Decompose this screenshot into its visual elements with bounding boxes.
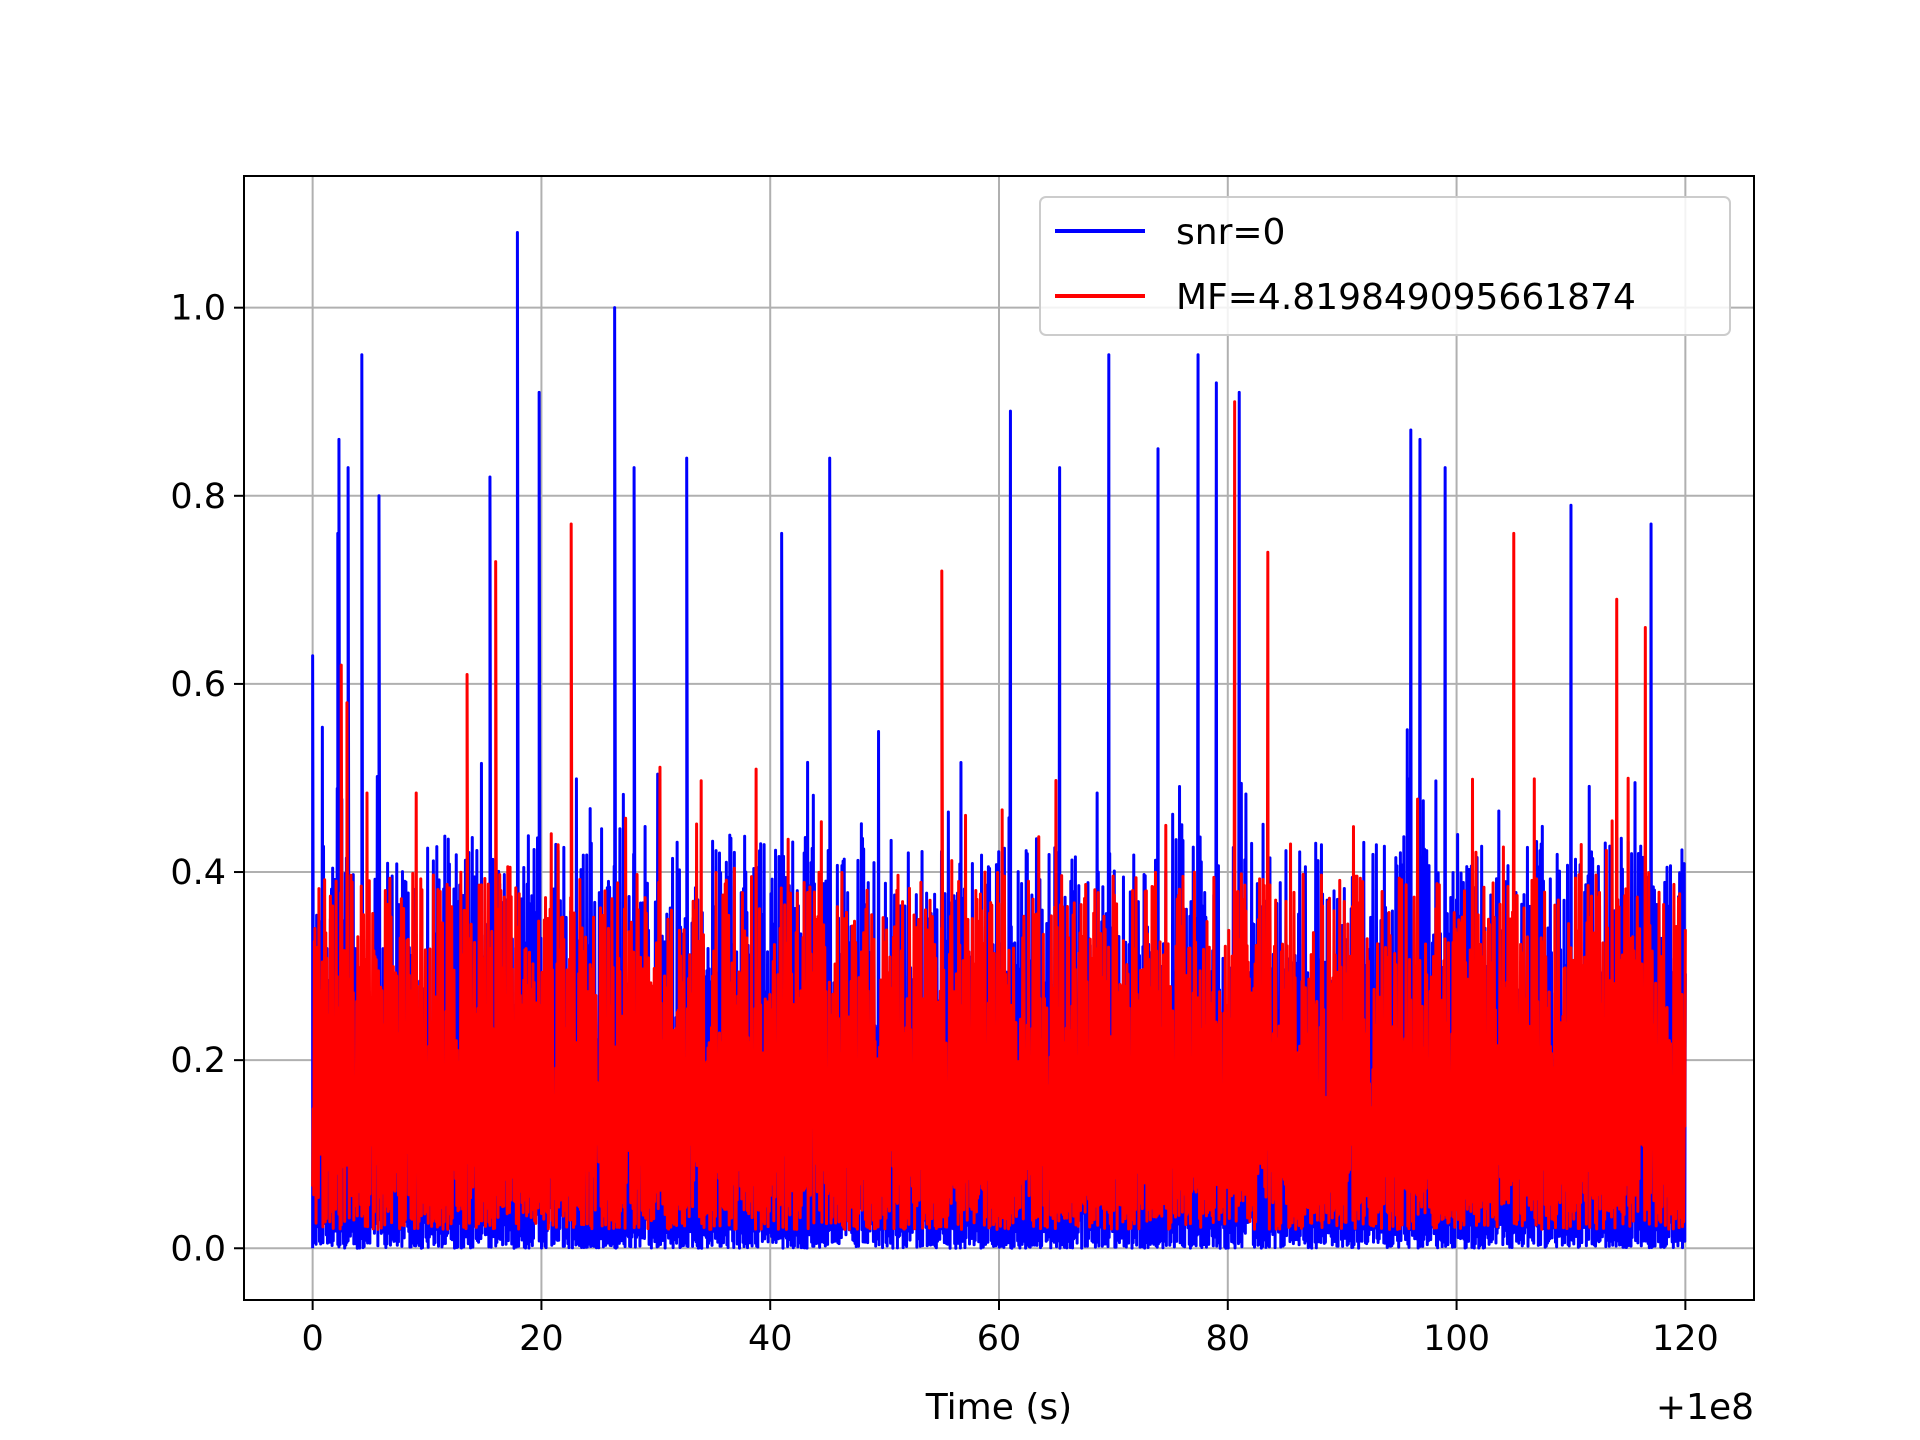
x-tick-label: 60 <box>977 1319 1022 1359</box>
legend: snr=0 MF=4.819849095661874 <box>1039 196 1731 336</box>
y-tick-label: 0.0 <box>170 1229 226 1269</box>
y-tick-label: 0.6 <box>170 665 226 705</box>
y-tick-label: 0.8 <box>170 477 226 517</box>
ticks: 0 20 40 60 80 100 120 0.0 0.2 0.4 0.6 0.8 1.0 <box>170 289 1718 1359</box>
series-layer <box>311 230 1687 1250</box>
x-axis-label: Time (s) <box>925 1387 1072 1428</box>
x-tick-label: 20 <box>519 1319 564 1359</box>
x-tick-label: 0 <box>301 1319 323 1359</box>
x-tick-label: 120 <box>1652 1319 1719 1359</box>
x-tick-label: 100 <box>1423 1319 1490 1359</box>
y-tick-label: 0.4 <box>170 853 226 893</box>
x-tick-label: 40 <box>748 1319 793 1359</box>
x-tick-label: 80 <box>1206 1319 1251 1359</box>
series-line-mf <box>311 400 1687 1231</box>
y-tick-label: 0.2 <box>170 1041 226 1081</box>
x-offset-label: +1e8 <box>1656 1387 1754 1428</box>
legend-label-mf: MF=4.819849095661874 <box>1176 277 1636 318</box>
legend-box <box>1039 196 1731 336</box>
y-tick-label: 1.0 <box>170 289 226 329</box>
legend-label-snr: snr=0 <box>1176 212 1285 253</box>
